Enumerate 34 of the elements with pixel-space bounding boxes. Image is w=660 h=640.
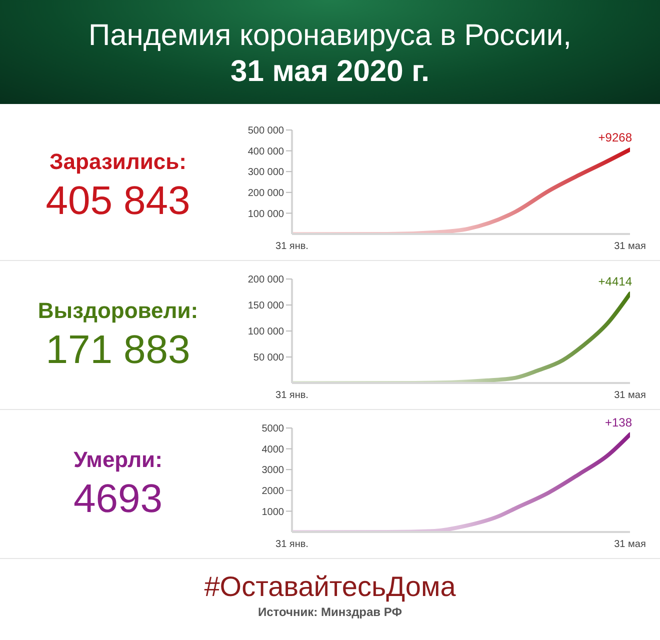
x-tick-label: 31 янв. (276, 241, 308, 252)
text: 405 843 (44, 178, 192, 224)
y-tick-label: 400 000 (248, 146, 284, 158)
x-tick-label: 31 мая (614, 539, 646, 550)
y-tick-label: 200 000 (248, 274, 284, 286)
y-tick-label: 2000 (262, 486, 284, 497)
x-tick-label: 31 мая (614, 241, 646, 252)
text: Заразились: (48, 148, 188, 174)
text: 4693 (72, 476, 164, 522)
text: Источник: Минздрав РФ (257, 605, 403, 619)
x-tick-label: 31 янв. (276, 539, 308, 550)
annotation: +4414 (598, 274, 632, 289)
y-tick-label: 150 000 (248, 300, 284, 312)
y-tick-label: 200 000 (248, 188, 284, 199)
y-tick-label: 50 000 (253, 352, 284, 364)
y-tick-label: 1000 (262, 506, 284, 518)
y-tick-label: 100 000 (248, 208, 284, 220)
text: #ОставайтесьДома (203, 571, 457, 603)
x-tick-label: 31 мая (614, 390, 646, 402)
annotation: +9268 (598, 130, 632, 145)
y-tick-label: 300 000 (248, 167, 284, 178)
annotation: +138 (604, 415, 632, 430)
text: 31 мая 2020 г. (230, 54, 430, 90)
text: Пандемия коронавируса в России, (88, 18, 572, 54)
text: Выздоровели: (36, 298, 200, 324)
text: Умерли: (72, 446, 164, 472)
text: 171 883 (44, 328, 192, 372)
y-tick-label: 3000 (262, 465, 284, 476)
x-tick-label: 31 янв. (276, 390, 308, 402)
y-tick-label: 500 000 (248, 126, 284, 137)
y-tick-label: 4000 (262, 444, 284, 456)
line-series (292, 432, 630, 532)
y-tick-label: 100 000 (248, 326, 284, 338)
y-tick-label: 5000 (262, 424, 284, 435)
